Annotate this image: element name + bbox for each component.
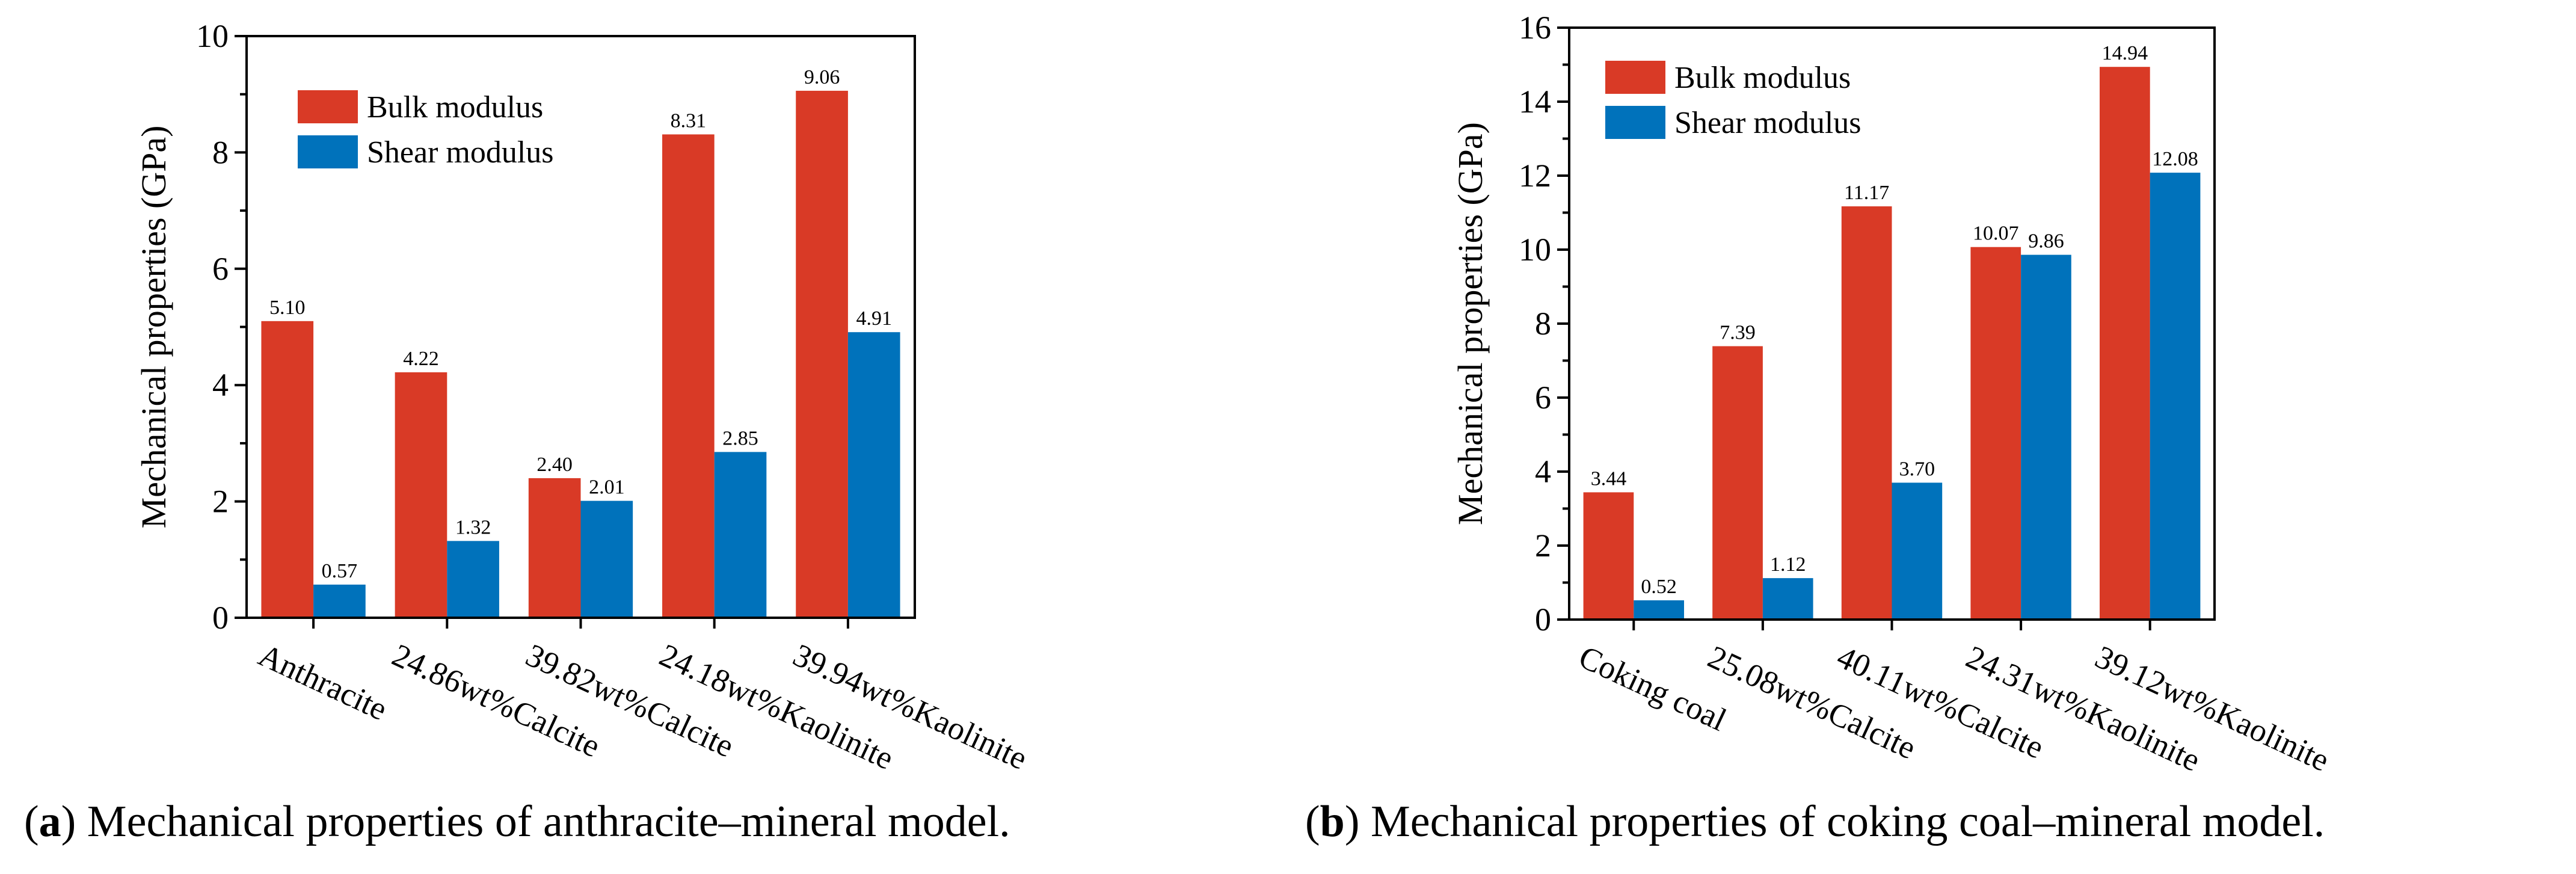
caption-text: ) Mechanical properties of anthracite–mi…	[61, 797, 1010, 846]
data-label: 11.17	[1844, 182, 1889, 204]
data-label: 2.85	[722, 427, 758, 449]
chart-a: 5.100.57Anthracite4.221.3224.86wt%Calcit…	[24, 18, 1033, 846]
y-tick-label: 10	[1519, 232, 1551, 268]
legend-swatch	[298, 90, 358, 123]
data-label: 12.08	[2152, 148, 2198, 170]
legend-label: Bulk modulus	[367, 90, 543, 125]
figure-caption: (b) Mechanical properties of coking coal…	[1305, 797, 2325, 846]
y-tick-label: 14	[1519, 84, 1551, 120]
data-label: 9.06	[804, 66, 840, 88]
data-label: 3.44	[1591, 467, 1627, 490]
data-label: 8.31	[671, 109, 707, 132]
shear-bar	[1634, 600, 1684, 620]
shear-bar	[714, 452, 767, 618]
data-label: 0.57	[322, 560, 358, 582]
data-label: 4.91	[856, 307, 892, 330]
legend-swatch	[298, 135, 358, 168]
x-tick-label: Anthracite	[253, 636, 393, 727]
data-label: 5.10	[269, 297, 306, 319]
y-tick-label: 8	[212, 134, 229, 170]
shear-bar	[580, 500, 633, 618]
legend-label: Shear modulus	[1674, 106, 1861, 140]
caption-text: ) Mechanical properties of coking coal–m…	[1345, 797, 2325, 846]
data-label: 2.40	[536, 454, 573, 476]
y-axis-label: Mechanical properties (GPa)	[1451, 122, 1490, 525]
y-tick-label: 2	[212, 484, 229, 520]
y-tick-label: 6	[212, 251, 229, 287]
data-label: 0.52	[1641, 576, 1677, 598]
y-tick-label: 10	[196, 18, 229, 54]
shear-bar	[1762, 578, 1813, 620]
bulk-bar	[395, 372, 447, 618]
shear-bar	[1892, 482, 1943, 620]
shear-bar	[447, 541, 499, 618]
x-tick-label: 39.94wt%Kaolinite	[788, 636, 1033, 776]
data-label: 1.32	[455, 516, 491, 538]
data-label: 14.94	[2102, 42, 2148, 64]
bulk-bar	[1970, 247, 2021, 620]
bulk-bar	[261, 321, 314, 618]
bulk-bar	[662, 134, 715, 618]
bulk-bar	[528, 478, 581, 618]
shear-bar	[313, 584, 366, 618]
caption-open: (	[1305, 797, 1320, 846]
y-tick-label: 8	[1535, 306, 1551, 342]
data-label: 9.86	[2028, 230, 2064, 253]
x-tick-label: Coking coal	[1573, 638, 1732, 737]
data-label: 7.39	[1720, 322, 1756, 344]
data-label: 2.01	[589, 476, 625, 499]
y-tick-label: 16	[1519, 10, 1551, 46]
x-tick-label: 24.18wt%Kaolinite	[654, 636, 899, 776]
y-tick-label: 2	[1535, 528, 1551, 564]
shear-bar	[2021, 254, 2071, 620]
bulk-bar	[2100, 67, 2150, 620]
figure-caption: (a) Mechanical properties of anthracite–…	[24, 797, 1010, 846]
legend-swatch	[1605, 61, 1665, 94]
y-tick-label: 4	[212, 367, 229, 403]
y-axis-label: Mechanical properties (GPa)	[134, 126, 173, 529]
y-tick-label: 12	[1519, 158, 1551, 194]
caption-letter: a	[39, 797, 61, 846]
data-label: 4.22	[403, 348, 439, 370]
y-tick-label: 0	[1535, 602, 1551, 638]
data-label: 3.70	[1899, 458, 1935, 480]
y-tick-label: 4	[1535, 454, 1551, 490]
data-label: 10.07	[1973, 223, 2019, 245]
caption-letter: b	[1320, 797, 1345, 846]
legend-label: Bulk modulus	[1674, 61, 1851, 95]
data-label: 1.12	[1770, 553, 1806, 576]
bulk-bar	[1712, 346, 1763, 620]
bulk-bar	[796, 90, 848, 618]
bulk-bar	[1841, 206, 1892, 620]
legend-swatch	[1605, 106, 1665, 139]
legend-label: Shear modulus	[367, 135, 554, 170]
caption-open: (	[24, 797, 39, 846]
bulk-bar	[1583, 492, 1634, 620]
y-tick-label: 6	[1535, 380, 1551, 416]
y-tick-label: 0	[212, 600, 229, 636]
shear-bar	[847, 332, 900, 618]
shear-bar	[2150, 173, 2201, 620]
